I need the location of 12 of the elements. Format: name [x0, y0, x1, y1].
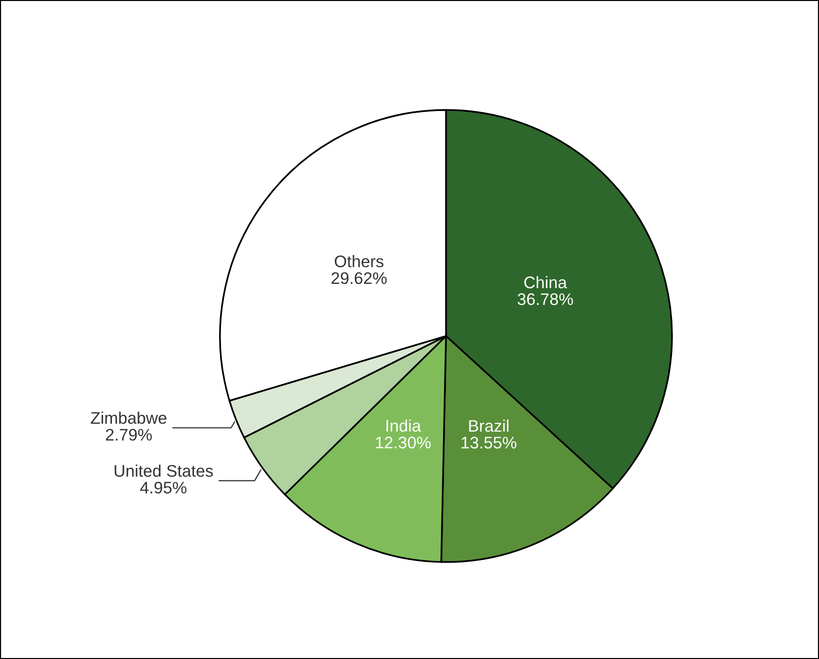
slice-label: Zimbabwe	[90, 412, 166, 424]
data-label: 13.55%	[462, 436, 516, 449]
data-label: 4.95%	[140, 482, 186, 494]
slice-label: United States	[114, 464, 213, 477]
data-label: 2.79%	[106, 428, 152, 441]
slice-label: Others	[334, 255, 384, 268]
data-label: 29.62%	[332, 272, 387, 284]
data-label: 12.30%	[376, 436, 431, 448]
slice-label: Brazil	[469, 420, 508, 432]
slice-label: India	[386, 419, 422, 432]
data-label: 36.78%	[518, 293, 573, 306]
slice-label: China	[524, 276, 568, 288]
